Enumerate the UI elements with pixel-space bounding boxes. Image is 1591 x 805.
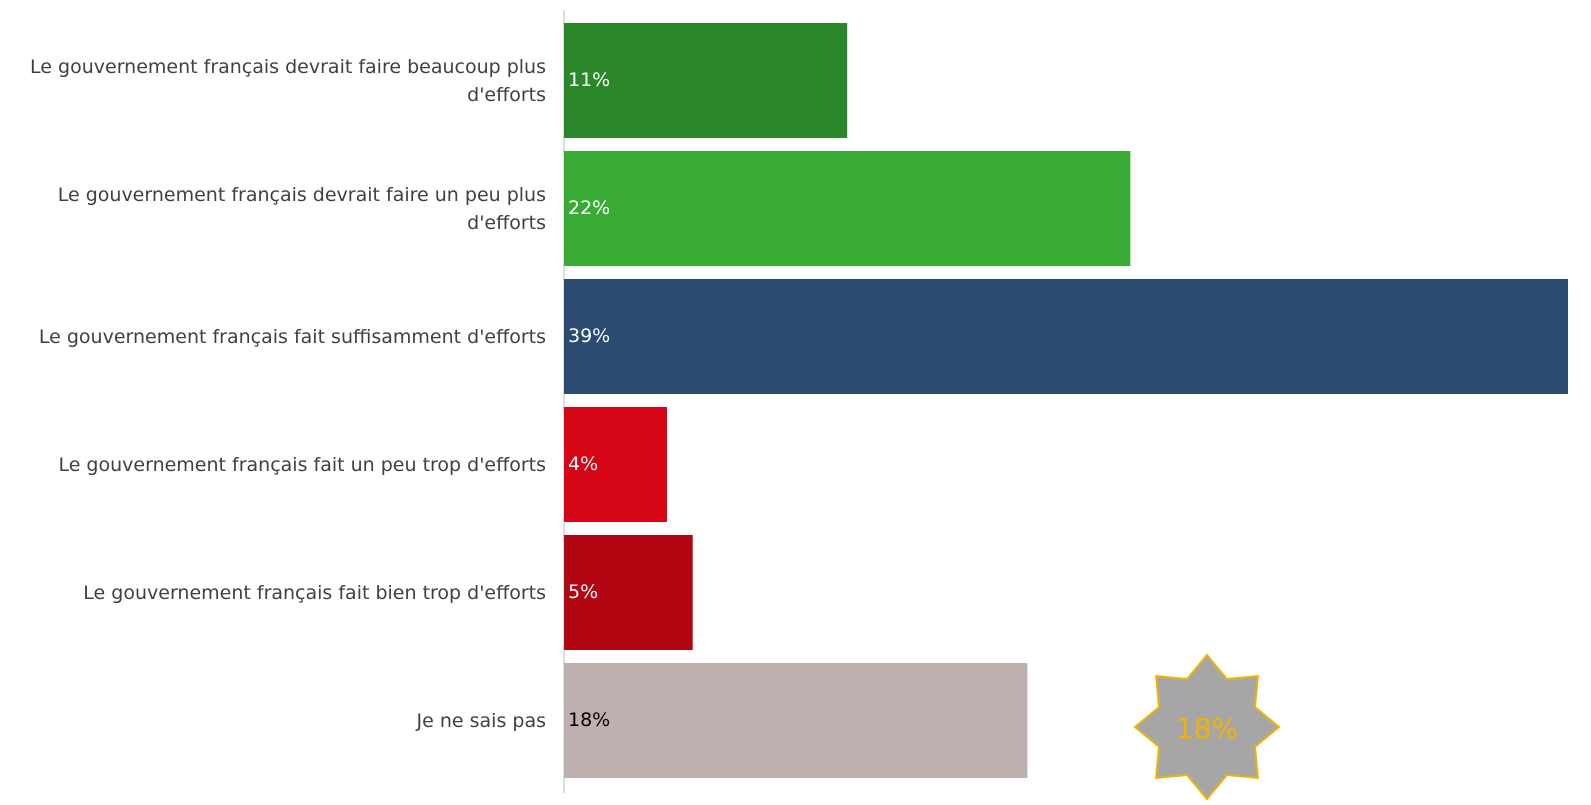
bar	[564, 535, 693, 650]
value-label: 11%	[568, 69, 610, 91]
value-label: 39%	[568, 325, 610, 347]
bar	[564, 407, 667, 522]
category-label: Le gouvernement français devrait faire u…	[57, 183, 546, 234]
bar	[564, 279, 1568, 394]
category-label: Le gouvernement français fait bien trop …	[83, 581, 546, 604]
value-label: 4%	[568, 453, 598, 475]
annotation: 18%	[1176, 712, 1238, 745]
value-label: 22%	[568, 197, 610, 219]
value-label: 18%	[568, 709, 610, 731]
category-label: Le gouvernement français fait suffisamme…	[38, 325, 546, 348]
bar	[564, 151, 1131, 266]
category-label: Le gouvernement français fait un peu tro…	[58, 453, 546, 476]
bar	[564, 23, 848, 138]
star	[1133, 653, 1281, 801]
bar	[564, 663, 1028, 778]
category-label: Je ne sais pas	[416, 709, 546, 732]
category-label: Le gouvernement français devrait faire b…	[30, 55, 546, 106]
value-label: 5%	[568, 581, 598, 603]
badge: 18%	[1133, 653, 1281, 801]
